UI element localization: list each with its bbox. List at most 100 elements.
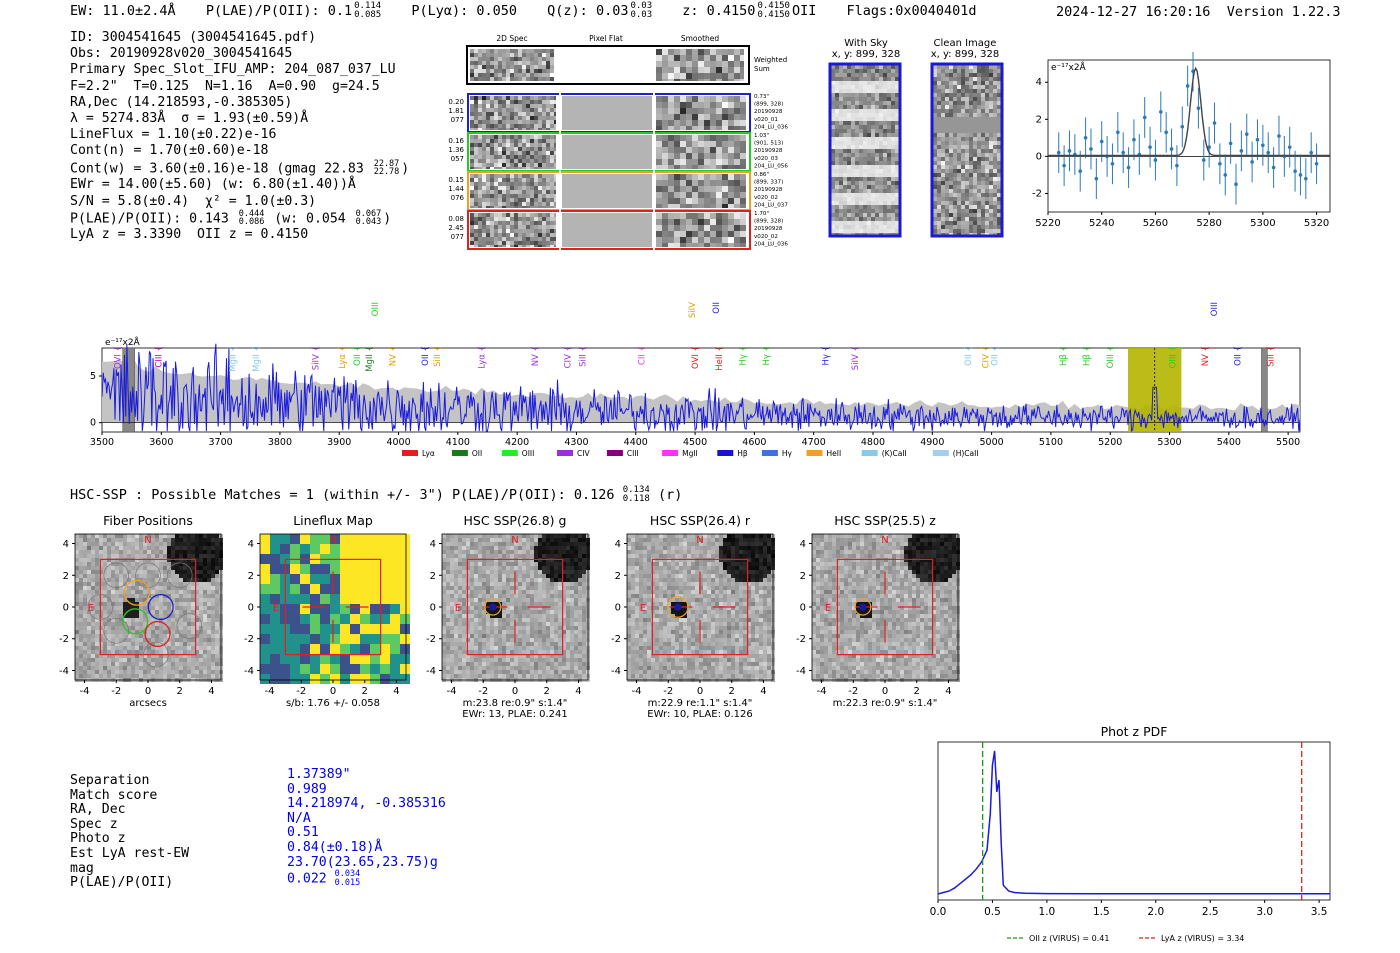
image-pixel [211, 622, 215, 626]
noise-pixel [526, 100, 530, 104]
map-cell [270, 554, 280, 564]
map-cell [330, 624, 340, 634]
noise-pixel [722, 165, 728, 169]
image-pixel [179, 538, 183, 542]
line-id-label: Hβ { [1059, 346, 1069, 366]
sky-pixel [883, 77, 887, 81]
image-pixel [175, 550, 179, 554]
noise-pixel [674, 165, 680, 169]
sky-pixel [891, 137, 895, 141]
image-pixel [83, 622, 87, 626]
map-cell [330, 544, 340, 554]
map-cell [300, 624, 310, 634]
image-pixel [79, 674, 83, 678]
clean-pixel [945, 197, 949, 201]
image-pixel [119, 590, 123, 594]
noise-pixel [506, 128, 510, 130]
image-pixel [143, 614, 147, 618]
clean-pixel [993, 153, 997, 157]
image-pixel [171, 582, 175, 586]
image-pixel [139, 546, 143, 550]
noise-pixel [502, 57, 506, 61]
image-pixel [99, 642, 103, 646]
noise-pixel [656, 237, 662, 243]
noise-pixel [502, 213, 506, 217]
noise-pixel [478, 163, 482, 167]
image-pixel [107, 630, 111, 634]
image-pixel [502, 534, 506, 538]
sky-pixel [831, 89, 835, 93]
clean-pixel [953, 109, 957, 113]
clean-pixel [977, 217, 981, 221]
noise-pixel [534, 65, 538, 69]
noise-pixel [474, 159, 478, 163]
clean-pixel [953, 169, 957, 173]
image-pixel [143, 562, 147, 566]
image-pixel [147, 638, 151, 642]
image-pixel [175, 630, 179, 634]
map-cell [340, 614, 350, 624]
clean-pixel [993, 165, 997, 169]
noise-pixel [554, 155, 556, 159]
noise-pixel [486, 124, 490, 128]
image-pixel [175, 610, 179, 614]
noise-pixel [734, 219, 740, 225]
sky-pixel [887, 101, 891, 105]
noise-pixel [498, 245, 502, 247]
image-pixel [119, 606, 123, 610]
noise-pixel [698, 147, 704, 153]
clean-pixel [961, 85, 965, 89]
sky-pixel [863, 229, 867, 233]
noise-pixel [546, 49, 550, 53]
sky-pixel [883, 213, 887, 217]
noise-pixel [498, 49, 502, 53]
clean-pixel [985, 109, 989, 113]
noise-pixel [478, 182, 482, 186]
noise-pixel [522, 53, 526, 57]
sky-pixel [839, 105, 843, 109]
image-pixel [131, 586, 135, 590]
noise-pixel [546, 108, 550, 112]
info-line: F=2.2" T=0.125 N=1.16 A=0.90 g=24.5 [70, 78, 380, 94]
noise-pixel [692, 159, 698, 165]
image-pixel [211, 642, 215, 646]
clean-pixel [973, 117, 977, 121]
image-pixel [155, 538, 159, 542]
line-id-label: NV { [531, 346, 541, 366]
map-cell [310, 634, 320, 644]
data-point [1298, 173, 1303, 177]
image-pixel [191, 662, 195, 666]
image-pixel [159, 550, 163, 554]
image-pixel [75, 578, 79, 582]
sky-pixel [867, 89, 871, 93]
sky-pixel [855, 161, 859, 165]
noise-pixel [662, 141, 668, 147]
noise-pixel [530, 135, 534, 139]
noise-pixel [474, 61, 478, 65]
sky-pixel [875, 141, 879, 145]
noise-pixel [554, 221, 556, 225]
clean-pixel [989, 229, 993, 233]
clean-pixel [961, 117, 965, 121]
image-pixel [147, 558, 151, 562]
sky-pixel [883, 137, 887, 141]
noise-pixel [518, 237, 522, 241]
clean-pixel [937, 205, 941, 209]
sky-pixel [855, 105, 859, 109]
image-pixel [199, 602, 203, 606]
noise-pixel [490, 96, 494, 100]
clean-pixel [985, 97, 989, 101]
map-cell [360, 584, 370, 594]
spectrum-xtick-label: 4700 [802, 437, 826, 448]
image-pixel [151, 534, 155, 538]
fiber-circle [103, 562, 130, 589]
image-pixel [99, 634, 103, 638]
clean-pixel [989, 125, 993, 129]
noise-pixel [494, 237, 498, 241]
sky-pixel [835, 109, 839, 113]
clean-pixel [977, 69, 981, 73]
noise-pixel [546, 186, 550, 190]
image-pixel [151, 634, 155, 638]
image-pixel [215, 586, 219, 590]
image-pixel [151, 626, 155, 630]
